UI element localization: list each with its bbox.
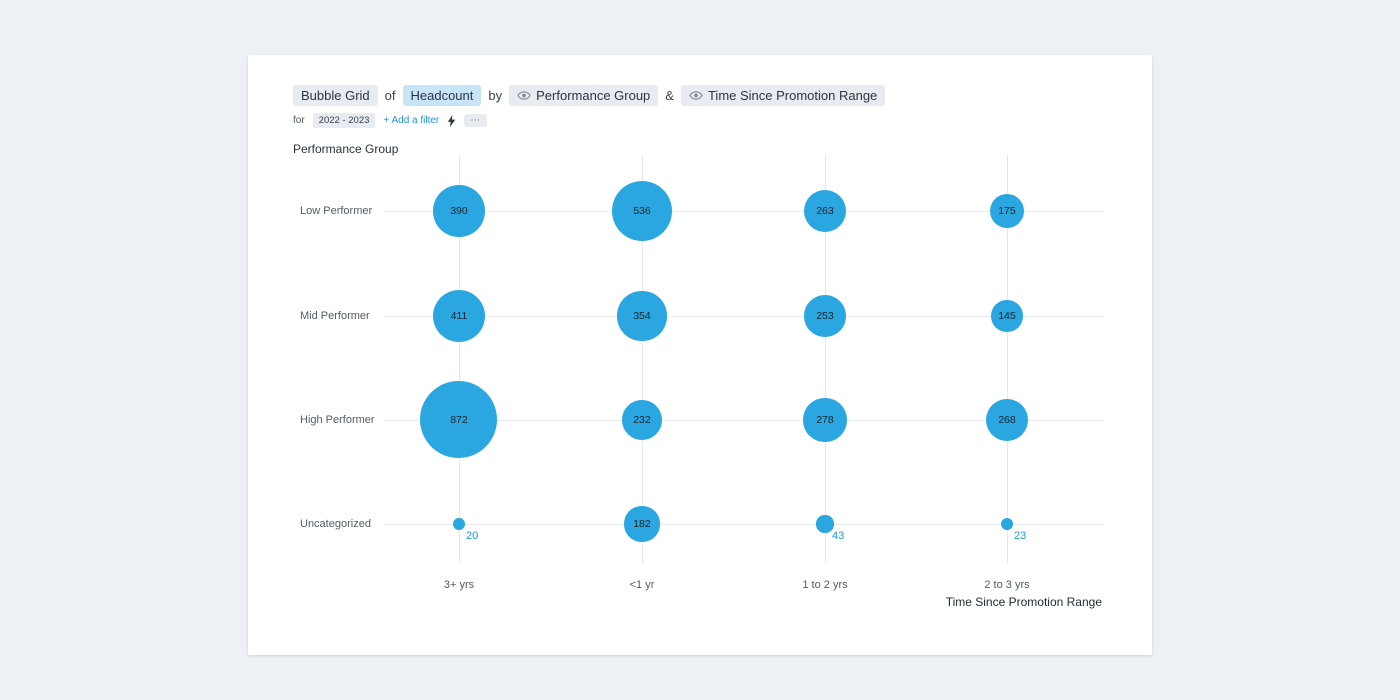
- y-axis-title: Performance Group: [293, 142, 399, 156]
- grid-vline: [459, 155, 460, 563]
- bubble[interactable]: 872: [420, 381, 498, 459]
- x-axis-title: Time Since Promotion Range: [945, 595, 1102, 609]
- bubble[interactable]: 232: [622, 400, 662, 440]
- bubble[interactable]: 268: [985, 398, 1029, 442]
- grid-vline: [642, 155, 643, 563]
- grid-hline: [385, 211, 1103, 212]
- bubble[interactable]: 354: [617, 291, 667, 341]
- bubble[interactable]: 536: [611, 180, 673, 242]
- bubble-grid: 3+ yrs <1 yr 1 to 2 yrs 2 to 3 yrs Low Perfo…: [248, 55, 1152, 655]
- ampersand-label: &: [665, 88, 674, 103]
- metric-chip[interactable]: Headcount: [402, 85, 482, 106]
- bubble[interactable]: 182: [624, 506, 660, 542]
- y-tick-label: Mid Performer: [300, 310, 370, 322]
- bubble[interactable]: 390: [433, 185, 485, 237]
- bubble-value-label: 23: [1014, 530, 1027, 542]
- x-tick-label: 1 to 2 yrs: [802, 579, 848, 591]
- bubble[interactable]: [453, 518, 465, 530]
- chart-title-bar: Bubble Grid of Headcount by Performance …: [293, 85, 886, 106]
- x-tick-label: 3+ yrs: [443, 579, 475, 591]
- bubble[interactable]: 263: [803, 189, 847, 233]
- grid-hline: [385, 420, 1103, 421]
- group2-chip[interactable]: Time Since Promotion Range: [680, 85, 886, 106]
- eye-icon: [689, 91, 703, 100]
- viz-type-chip[interactable]: Bubble Grid: [293, 85, 378, 106]
- add-filter-button[interactable]: + Add a filter: [383, 115, 440, 126]
- filter-bar: for 2022 - 2023 + Add a filter ⋯: [293, 113, 488, 128]
- y-tick-label: Uncategorized: [300, 518, 371, 530]
- x-tick-label: 2 to 3 yrs: [984, 579, 1030, 591]
- chart-card: Bubble Grid of Headcount by Performance …: [248, 55, 1152, 655]
- time-range-chip[interactable]: 2022 - 2023: [312, 113, 376, 128]
- bubble[interactable]: 278: [803, 398, 847, 442]
- bubble[interactable]: [816, 515, 834, 533]
- grid-hline: [385, 316, 1103, 317]
- bubble-value-label: 43: [832, 530, 845, 542]
- bubble-value-label: 20: [466, 530, 479, 542]
- bubble[interactable]: 175: [989, 193, 1025, 229]
- y-tick-label: Low Performer: [300, 205, 373, 217]
- group1-label: Performance Group: [536, 88, 651, 103]
- bubble[interactable]: 145: [991, 300, 1023, 332]
- bubble[interactable]: 411: [432, 289, 486, 343]
- bubble[interactable]: 253: [804, 295, 846, 337]
- lightning-icon[interactable]: [447, 114, 456, 127]
- group1-chip[interactable]: Performance Group: [509, 85, 659, 106]
- y-tick-label: High Performer: [300, 414, 375, 426]
- eye-icon: [517, 91, 531, 100]
- grid-vline: [1007, 155, 1008, 563]
- group2-label: Time Since Promotion Range: [707, 88, 878, 103]
- bubble[interactable]: [1000, 517, 1014, 531]
- grid-hline: [385, 524, 1103, 525]
- grid-vline: [825, 155, 826, 563]
- for-label: for: [293, 115, 305, 126]
- more-options-button[interactable]: ⋯: [464, 114, 488, 127]
- x-tick-label: <1 yr: [629, 579, 655, 591]
- by-label: by: [488, 88, 503, 103]
- of-label: of: [384, 88, 396, 103]
